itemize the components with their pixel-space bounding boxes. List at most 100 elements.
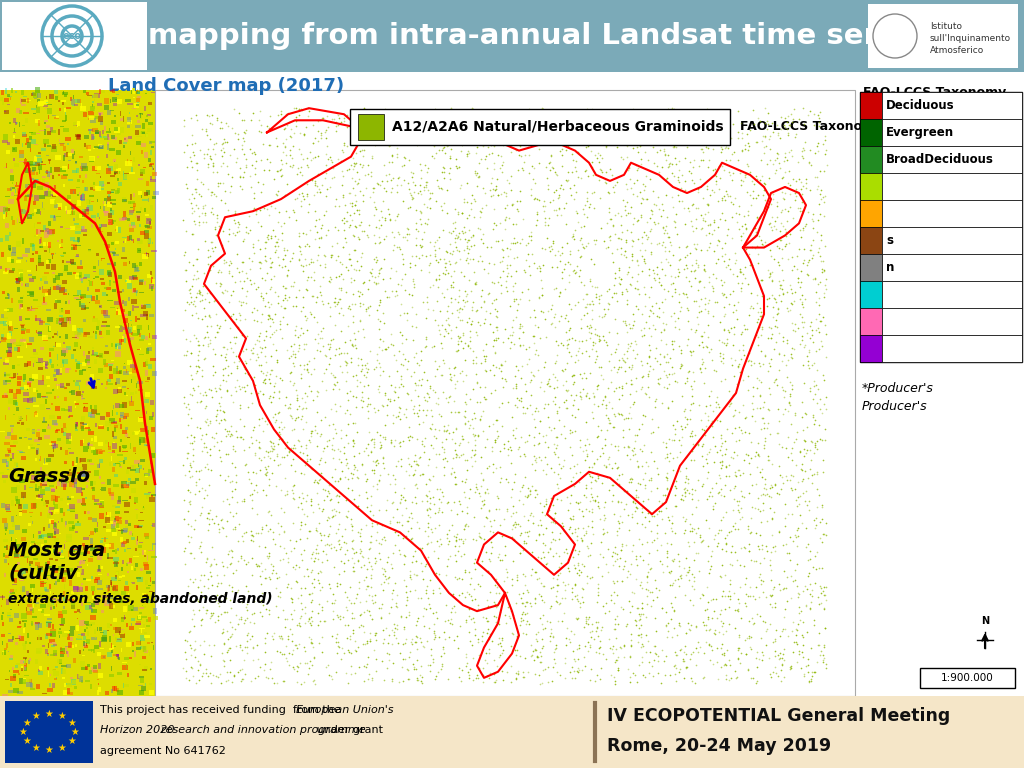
Bar — [70, 508, 75, 511]
Bar — [129, 276, 133, 280]
Bar — [31, 623, 33, 625]
Bar — [117, 523, 120, 529]
Bar — [67, 692, 73, 696]
Bar — [88, 351, 89, 354]
Bar — [25, 158, 27, 160]
Bar — [8, 327, 11, 330]
Bar — [882, 146, 1022, 173]
Bar — [133, 607, 138, 611]
Bar — [29, 511, 33, 513]
Bar — [71, 211, 75, 214]
Bar — [134, 525, 139, 528]
Bar — [53, 653, 56, 657]
Bar — [22, 124, 26, 126]
Bar — [143, 550, 145, 554]
Bar — [152, 494, 157, 496]
Bar — [146, 439, 150, 440]
Text: ★: ★ — [23, 718, 31, 728]
Bar — [41, 396, 46, 398]
Bar — [49, 359, 51, 366]
Bar — [84, 511, 86, 515]
Bar — [34, 195, 39, 201]
Bar — [124, 633, 125, 635]
Bar — [4, 524, 8, 529]
Bar — [131, 222, 134, 227]
Bar — [32, 213, 35, 216]
Bar — [81, 426, 84, 431]
Bar — [82, 543, 85, 546]
Bar — [56, 319, 57, 320]
Bar — [24, 385, 29, 389]
Bar — [43, 336, 48, 341]
Bar — [17, 356, 24, 358]
Bar — [100, 637, 106, 642]
Bar — [92, 487, 94, 492]
Bar — [35, 543, 36, 546]
Bar — [139, 339, 144, 341]
Bar — [71, 247, 75, 250]
Bar — [67, 472, 73, 476]
Bar — [137, 238, 140, 241]
Bar — [34, 223, 36, 227]
Bar — [141, 305, 145, 309]
Bar — [24, 111, 29, 114]
Bar — [63, 253, 67, 254]
Bar — [116, 402, 120, 408]
Bar — [139, 465, 142, 469]
Bar — [46, 155, 49, 156]
Bar — [145, 426, 148, 430]
Bar — [52, 272, 55, 274]
Bar — [31, 258, 34, 262]
Bar — [128, 136, 132, 139]
Bar — [61, 322, 67, 327]
Bar — [358, 114, 384, 140]
Bar — [39, 669, 40, 672]
Bar — [144, 635, 150, 638]
Bar — [60, 651, 65, 654]
Bar — [146, 495, 151, 499]
Bar — [151, 286, 153, 291]
Bar — [145, 134, 148, 137]
Bar — [46, 190, 47, 193]
Bar — [77, 179, 80, 182]
Bar — [20, 339, 26, 343]
Bar — [124, 392, 126, 396]
Bar — [22, 238, 25, 243]
Bar — [99, 217, 100, 219]
Bar — [130, 469, 136, 471]
Bar — [860, 281, 882, 308]
Bar — [40, 581, 44, 587]
Text: ★: ★ — [57, 743, 67, 753]
Bar — [49, 591, 50, 594]
Bar — [29, 136, 32, 140]
Bar — [27, 399, 33, 403]
Bar — [77, 134, 80, 139]
Bar — [48, 536, 51, 538]
Bar — [71, 547, 73, 552]
Bar — [122, 237, 127, 238]
Bar — [44, 476, 49, 478]
Bar — [75, 531, 79, 533]
Bar — [44, 540, 47, 543]
Bar — [111, 204, 116, 205]
Bar — [54, 96, 58, 100]
Bar — [132, 333, 137, 336]
Bar — [86, 579, 91, 581]
Bar — [28, 599, 32, 601]
Bar — [112, 467, 115, 472]
Bar — [33, 477, 37, 479]
Bar — [61, 100, 67, 101]
Bar — [146, 218, 152, 224]
Bar — [152, 371, 157, 376]
Bar — [95, 300, 100, 304]
Bar — [143, 533, 150, 537]
Bar — [6, 461, 9, 467]
Bar — [0, 206, 6, 212]
Bar — [124, 200, 126, 201]
Bar — [920, 668, 1015, 688]
Bar — [63, 461, 67, 465]
Bar — [130, 320, 132, 321]
Bar — [70, 677, 74, 679]
Bar — [88, 250, 91, 253]
Bar — [50, 215, 54, 218]
